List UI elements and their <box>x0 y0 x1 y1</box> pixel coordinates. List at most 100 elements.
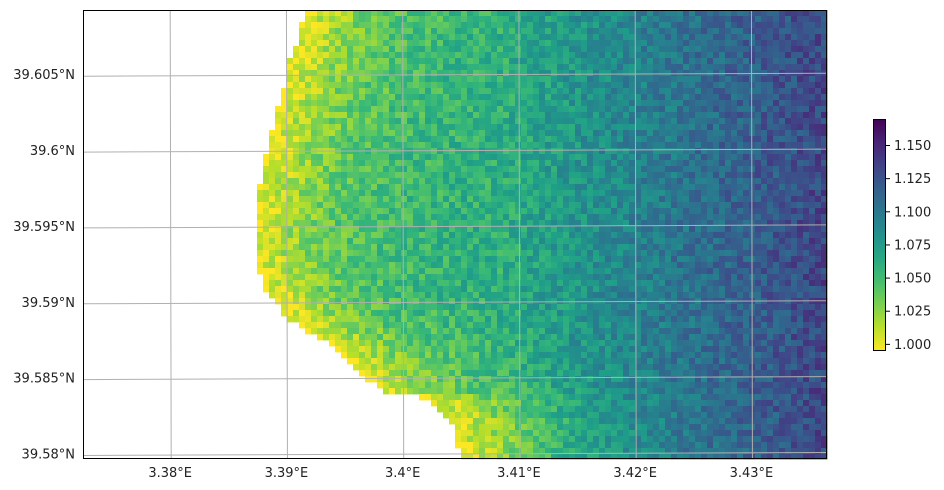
raster-cell <box>425 238 432 245</box>
raster-cell <box>707 28 714 35</box>
raster-cell <box>479 112 486 119</box>
raster-cell <box>611 154 618 161</box>
raster-cell <box>383 310 390 317</box>
raster-cell <box>551 238 558 245</box>
raster-cell <box>425 316 432 323</box>
raster-cell <box>665 316 672 323</box>
raster-cell <box>659 166 666 173</box>
raster-cell <box>635 40 642 47</box>
raster-cell <box>773 256 780 263</box>
raster-cell <box>503 304 510 311</box>
raster-cell <box>341 286 348 293</box>
raster-cell <box>635 64 642 71</box>
raster-cell <box>521 46 528 53</box>
raster-cell <box>725 220 732 227</box>
raster-cell <box>467 274 474 281</box>
raster-cell <box>551 268 558 275</box>
raster-cell <box>461 250 468 257</box>
raster-cell <box>587 322 594 329</box>
raster-cell <box>353 64 360 71</box>
raster-cell <box>707 280 714 287</box>
raster-cell <box>431 70 438 77</box>
raster-cell <box>683 196 690 203</box>
raster-cell <box>719 40 726 47</box>
raster-cell <box>617 274 624 281</box>
raster-cell <box>641 214 648 221</box>
raster-cell <box>563 112 570 119</box>
raster-cell <box>389 124 396 131</box>
raster-cell <box>755 28 762 35</box>
raster-cell <box>761 250 768 257</box>
raster-cell <box>581 82 588 89</box>
raster-cell <box>323 232 330 239</box>
raster-cell <box>659 58 666 65</box>
raster-cell <box>515 136 522 143</box>
raster-cell <box>323 328 330 335</box>
raster-cell <box>803 16 810 23</box>
raster-cell <box>527 316 534 323</box>
raster-cell <box>683 136 690 143</box>
raster-cell <box>677 232 684 239</box>
raster-cell <box>395 118 402 125</box>
raster-cell <box>401 310 408 317</box>
raster-cell <box>641 118 648 125</box>
raster-cell <box>725 76 732 83</box>
raster-cell <box>791 244 798 251</box>
raster-cell <box>755 268 762 275</box>
raster-cell <box>305 274 312 281</box>
raster-cell <box>707 88 714 95</box>
raster-cell <box>503 238 510 245</box>
raster-cell <box>563 286 570 293</box>
raster-cell <box>335 166 342 173</box>
raster-cell <box>665 214 672 221</box>
raster-cell <box>257 244 264 251</box>
raster-cell <box>767 118 774 125</box>
raster-cell <box>773 208 780 215</box>
raster-cell <box>659 268 666 275</box>
raster-cell <box>479 304 486 311</box>
raster-cell <box>503 202 510 209</box>
raster-cell <box>365 112 372 119</box>
raster-cell <box>815 28 822 35</box>
raster-cell <box>689 22 696 29</box>
raster-cell <box>725 160 732 167</box>
raster-cell <box>599 220 606 227</box>
raster-cell <box>287 268 294 275</box>
raster-cell <box>587 286 594 293</box>
raster-cell <box>599 70 606 77</box>
raster-cell <box>461 178 468 185</box>
raster-cell <box>389 100 396 107</box>
raster-cell <box>335 136 342 143</box>
raster-cell <box>791 178 798 185</box>
raster-cell <box>467 184 474 191</box>
raster-cell <box>713 34 720 41</box>
raster-cell <box>389 274 396 281</box>
raster-cell <box>539 172 546 179</box>
raster-cell <box>377 178 384 185</box>
raster-cell <box>485 124 492 131</box>
raster-cell <box>545 142 552 149</box>
raster-cell <box>479 40 486 47</box>
raster-cell <box>431 46 438 53</box>
raster-cell <box>641 70 648 77</box>
raster-cell <box>779 58 786 65</box>
raster-cell <box>563 298 570 305</box>
raster-cell <box>353 178 360 185</box>
raster-cell <box>311 274 318 281</box>
raster-cell <box>587 190 594 197</box>
raster-cell <box>389 316 396 323</box>
raster-cell <box>743 214 750 221</box>
raster-cell <box>575 178 582 185</box>
raster-cell <box>671 58 678 65</box>
raster-cell <box>737 82 744 89</box>
raster-cell <box>599 226 606 233</box>
raster-cell <box>395 22 402 29</box>
raster-cell <box>695 106 702 113</box>
raster-cell <box>443 148 450 155</box>
raster-cell <box>707 292 714 299</box>
raster-cell <box>257 262 264 269</box>
raster-cell <box>707 106 714 113</box>
raster-cell <box>299 142 306 149</box>
raster-cell <box>443 70 450 77</box>
raster-cell <box>437 58 444 65</box>
